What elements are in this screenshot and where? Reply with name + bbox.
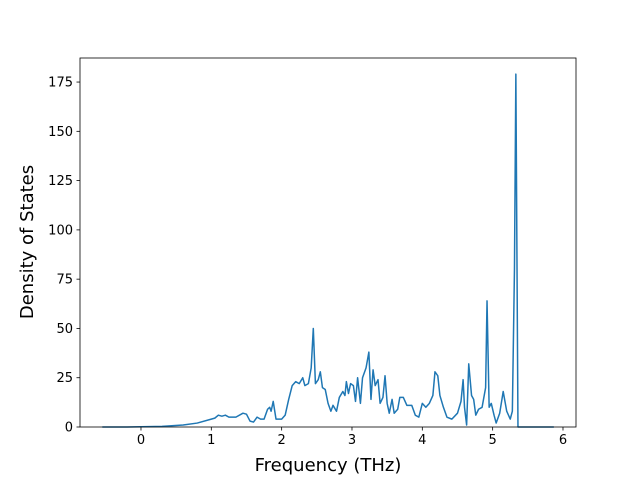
y-tick-label: 150: [48, 125, 73, 140]
x-tick-label: 2: [278, 433, 286, 448]
y-tick-label: 125: [48, 174, 73, 189]
x-tick-label: 3: [348, 433, 356, 448]
x-tick-label: 5: [489, 433, 497, 448]
plot-frame: [79, 57, 577, 428]
y-tick-label: 100: [48, 223, 73, 238]
x-tick-label: 1: [207, 433, 215, 448]
y-tick-label: 0: [65, 421, 73, 436]
x-tick-label: 6: [559, 433, 567, 448]
x-tick-label: 0: [137, 433, 145, 448]
x-tick-label: 4: [418, 433, 426, 448]
y-tick-label: 25: [56, 371, 73, 386]
y-tick-label: 50: [56, 322, 73, 337]
y-tick-label: 175: [48, 76, 73, 91]
y-tick-label: 75: [56, 273, 73, 288]
x-axis-label: Frequency (THz): [255, 455, 402, 476]
line: [102, 73, 554, 428]
y-axis-label: Density of States: [17, 165, 38, 319]
